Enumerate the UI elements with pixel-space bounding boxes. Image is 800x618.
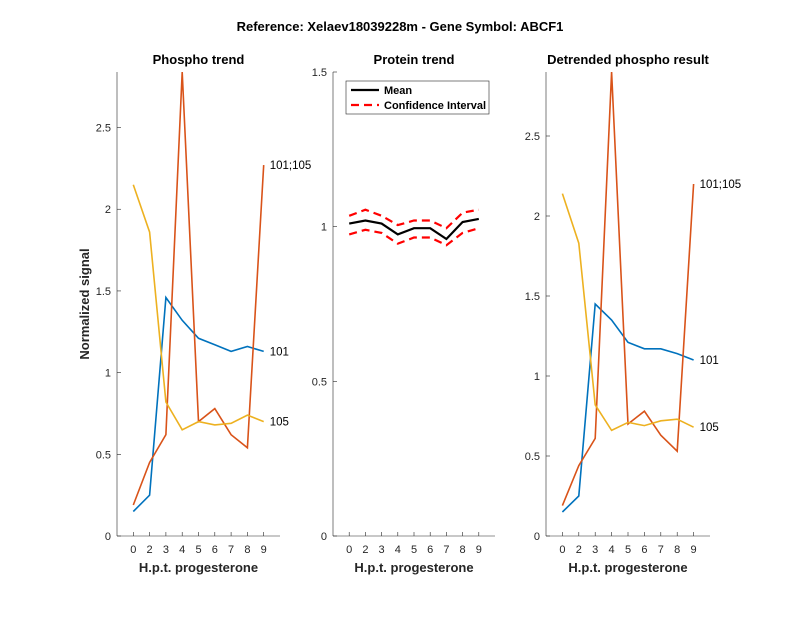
x-axis-label: H.p.t. progesterone (139, 560, 258, 575)
y-tick-label: 1.5 (96, 286, 111, 298)
y-tick-label: 0 (534, 531, 540, 543)
x-axis-label: H.p.t. progesterone (354, 560, 473, 575)
x-tick-label: 9 (261, 544, 267, 556)
series-line-101-105 (561, 71, 695, 506)
series-line-mean (348, 217, 480, 241)
y-tick-label: 2 (105, 204, 111, 216)
y-tick-label: 1 (534, 371, 540, 383)
series-line-105 (132, 184, 264, 431)
series-end-label: 105 (700, 422, 719, 434)
x-tick-label: 8 (460, 544, 466, 556)
series-line-confidence-interval-lower (348, 227, 480, 247)
y-tick-label: 1 (321, 222, 327, 234)
series-line-105 (561, 193, 694, 432)
y-axis-label: Normalized signal (77, 248, 92, 359)
y-tick-label: 2.5 (96, 123, 111, 135)
x-tick-label: 0 (130, 544, 136, 556)
series-line-101-105 (132, 71, 265, 506)
y-tick-label: 2.5 (525, 131, 540, 143)
series-line-101 (132, 295, 264, 513)
legend: Mean Confidence Interval (345, 80, 490, 115)
x-tick-label: 8 (674, 544, 680, 556)
y-tick-label: 0.5 (525, 451, 540, 463)
x-tick-label: 4 (609, 544, 615, 556)
y-tick-label: 0 (105, 531, 111, 543)
y-tick-label: 0.5 (96, 449, 111, 461)
x-tick-label: 4 (395, 544, 401, 556)
x-tick-label: 9 (691, 544, 697, 556)
x-tick-label: 7 (443, 544, 449, 556)
series-end-label: 101;105 (270, 160, 312, 172)
legend-entry-mean: Mean (384, 85, 412, 97)
x-tick-label: 2 (362, 544, 368, 556)
x-tick-label: 4 (179, 544, 185, 556)
series-line-confidence-interval-upper (348, 208, 480, 230)
x-tick-label: 5 (195, 544, 201, 556)
x-tick-label: 2 (576, 544, 582, 556)
legend-entry-confidence-interval: Confidence Interval (384, 100, 486, 112)
series-end-label: 105 (270, 417, 289, 429)
figure-title: Reference: Xelaev18039228m - Gene Symbol… (237, 19, 564, 34)
x-tick-label: 6 (427, 544, 433, 556)
y-tick-label: 2 (534, 211, 540, 223)
panel-title: Protein trend (374, 52, 455, 67)
panel-title: Phospho trend (153, 52, 245, 67)
x-tick-label: 6 (212, 544, 218, 556)
x-tick-label: 3 (163, 544, 169, 556)
y-tick-label: 1.5 (525, 291, 540, 303)
series-end-label: 101 (700, 355, 719, 367)
x-tick-label: 7 (658, 544, 664, 556)
x-tick-label: 2 (147, 544, 153, 556)
x-tick-label: 9 (476, 544, 482, 556)
x-tick-label: 0 (346, 544, 352, 556)
series-end-label: 101 (270, 346, 289, 358)
x-tick-label: 3 (592, 544, 598, 556)
x-tick-label: 5 (411, 544, 417, 556)
y-tick-label: 0 (321, 531, 327, 543)
series-line-101 (561, 302, 694, 513)
x-tick-label: 3 (379, 544, 385, 556)
y-tick-label: 0.5 (312, 376, 327, 388)
x-tick-label: 8 (244, 544, 250, 556)
x-axis-label: H.p.t. progesterone (568, 560, 687, 575)
legend-box (345, 80, 490, 115)
y-tick-label: 1 (105, 368, 111, 380)
x-tick-label: 0 (559, 544, 565, 556)
x-tick-label: 5 (625, 544, 631, 556)
series-end-label: 101;105 (700, 179, 742, 191)
x-tick-label: 7 (228, 544, 234, 556)
panel-title: Detrended phospho result (547, 52, 709, 67)
y-tick-label: 1.5 (312, 67, 327, 79)
x-tick-label: 6 (641, 544, 647, 556)
